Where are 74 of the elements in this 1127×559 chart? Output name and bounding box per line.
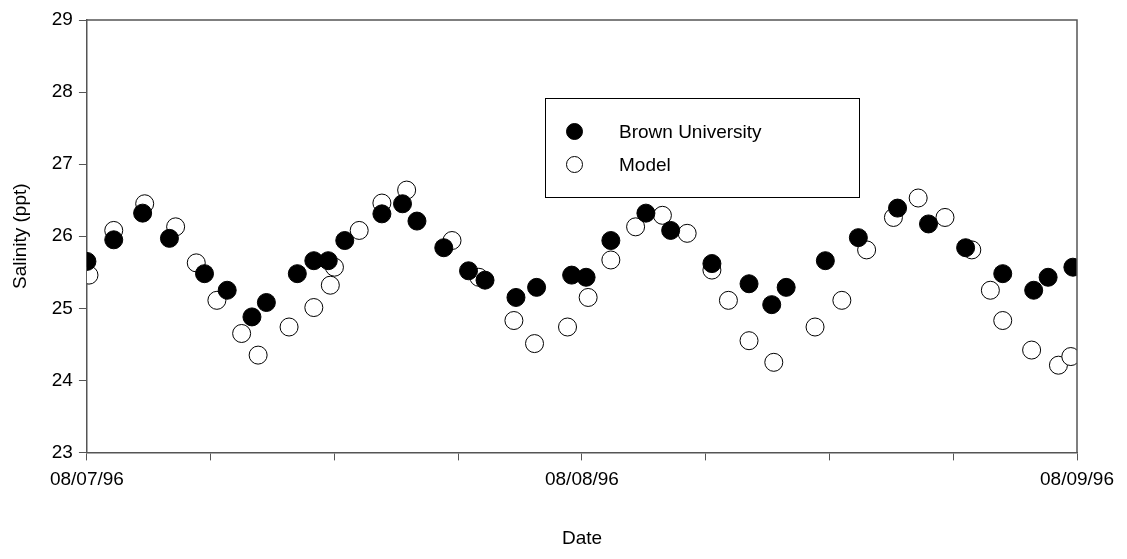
point: [434, 238, 454, 258]
point: [318, 251, 338, 271]
point: [217, 280, 237, 300]
point: [393, 194, 413, 214]
point: [576, 267, 596, 287]
point: [159, 228, 179, 248]
point: [956, 238, 976, 258]
point: [776, 277, 796, 297]
point: [739, 331, 759, 351]
point: [578, 287, 598, 307]
point: [287, 264, 307, 284]
point: [504, 311, 524, 331]
y-tick-label: 26: [51, 224, 73, 246]
point: [1024, 280, 1044, 300]
point: [1048, 355, 1068, 375]
point: [764, 352, 784, 372]
point: [506, 287, 526, 307]
point: [459, 261, 479, 281]
point: [805, 317, 825, 337]
point: [848, 228, 868, 248]
y-tick-label: 28: [51, 80, 73, 102]
point: [335, 231, 355, 251]
point: [908, 188, 928, 208]
point: [718, 290, 738, 310]
point: [935, 207, 955, 227]
legend-label: Model: [619, 153, 671, 176]
x-tick-label: 08/09/96: [1040, 468, 1114, 490]
point: [993, 264, 1013, 284]
point: [702, 254, 722, 274]
point: [558, 317, 578, 337]
y-tick-label: 23: [51, 440, 73, 462]
y-tick-label: 29: [51, 8, 73, 30]
x-tick-label: 08/08/96: [544, 468, 619, 490]
point: [888, 198, 908, 218]
point: [762, 295, 782, 315]
point: [527, 277, 547, 297]
point: [857, 240, 877, 260]
point: [407, 211, 427, 231]
point: [104, 230, 124, 250]
point: [133, 203, 153, 223]
point: [304, 298, 324, 318]
point: [636, 203, 656, 223]
point: [525, 334, 545, 354]
point: [320, 275, 340, 295]
point: [349, 220, 369, 240]
point: [256, 293, 276, 312]
point: [601, 231, 621, 251]
point: [815, 251, 835, 271]
point: [980, 280, 1000, 300]
point: [195, 264, 214, 284]
point: [279, 317, 299, 337]
point: [626, 217, 646, 237]
point: [661, 220, 681, 240]
point: [232, 323, 252, 343]
point: [677, 223, 697, 243]
point: [739, 274, 759, 294]
point: [993, 311, 1013, 331]
x-axis-title: Date: [561, 526, 603, 548]
point: [918, 214, 938, 234]
point: [475, 270, 495, 290]
x-tick-label: 08/07/96: [49, 468, 124, 490]
y-axis-title: Salinity (ppt): [8, 183, 30, 289]
point: [1038, 267, 1058, 287]
legend-label: Brown University: [619, 120, 762, 143]
point: [1022, 340, 1042, 360]
point: [372, 204, 392, 224]
point: [832, 290, 852, 310]
y-tick-label: 25: [51, 296, 73, 318]
point: [601, 250, 621, 270]
point: [242, 307, 262, 327]
point: [248, 345, 268, 365]
y-tick-label: 24: [51, 368, 74, 390]
y-tick-label: 27: [51, 152, 73, 174]
point: [652, 205, 672, 225]
